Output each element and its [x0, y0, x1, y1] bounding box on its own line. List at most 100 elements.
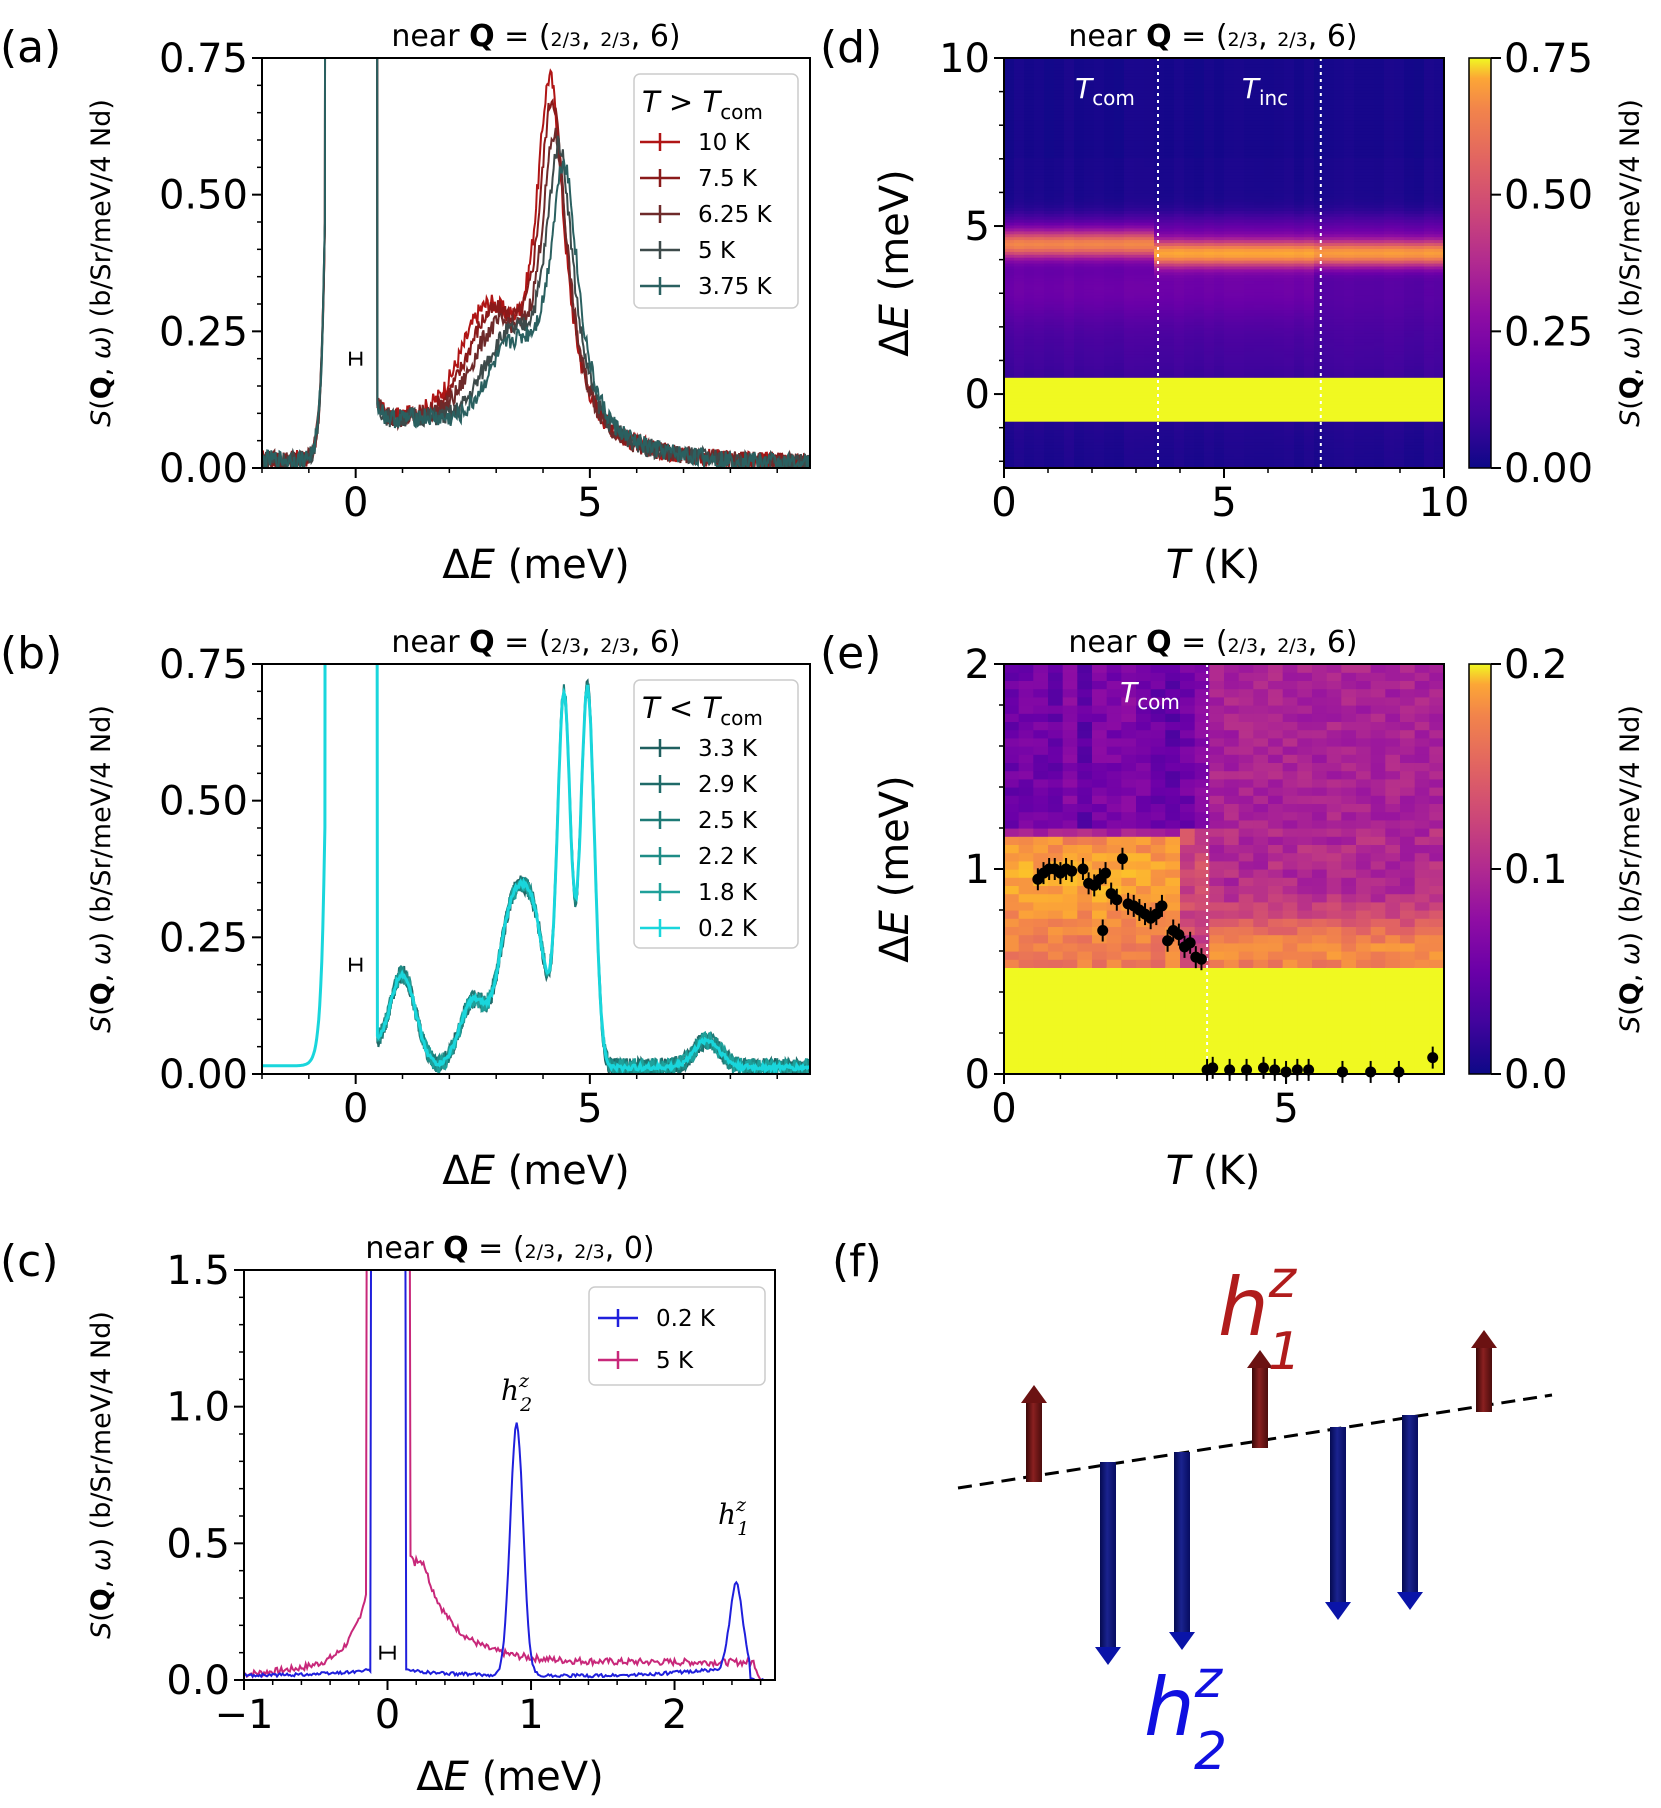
- heatmap-cell: [1004, 309, 1015, 314]
- heatmap-cell: [1294, 441, 1305, 446]
- heatmap-cell: [1114, 441, 1125, 446]
- heatmap-cell: [1234, 260, 1245, 264]
- heatmap-cell: [1054, 131, 1065, 135]
- heatmap-cell: [1254, 175, 1265, 179]
- heatmap-cell: [1294, 260, 1305, 264]
- heatmap-cell: [1194, 157, 1205, 162]
- heatmap-cell: [1044, 362, 1055, 367]
- heatmap-cell: [1104, 391, 1115, 396]
- heatmap-cell: [1114, 198, 1125, 203]
- heatmap-cell: [1174, 183, 1185, 188]
- heatmap-cell: [1234, 391, 1245, 396]
- heatmap-cell: [1294, 383, 1305, 387]
- heatmap-cell: [1014, 315, 1025, 320]
- heatmap-cell: [1334, 459, 1345, 463]
- heatmap-cell: [1154, 397, 1165, 402]
- heatmap-cell: [1164, 339, 1175, 343]
- heatmap-cell: [1024, 169, 1035, 173]
- heatmap-cell: [1194, 415, 1205, 419]
- heatmap-cell: [1114, 58, 1125, 62]
- heatmap-cell: [1034, 245, 1045, 249]
- heatmap-cell: [1174, 222, 1185, 226]
- heatmap-cell: [1094, 336, 1105, 340]
- heatmap-cell: [1054, 224, 1065, 229]
- heatmap-cell: [1254, 178, 1265, 182]
- heatmap-cell: [1234, 236, 1245, 241]
- heatmap-cell: [1244, 69, 1255, 74]
- heatmap-cell: [1014, 69, 1025, 74]
- heatmap-cell: [1284, 99, 1295, 103]
- heatmap-cell: [1104, 339, 1115, 343]
- heatmap-cell: [1074, 248, 1085, 252]
- heatmap-cell: [1274, 456, 1285, 460]
- heatmap-cell: [1164, 107, 1175, 112]
- heatmap-cell: [1244, 242, 1255, 246]
- heatmap-cell: [1214, 347, 1225, 352]
- heatmap-cell: [1014, 441, 1025, 446]
- heatmap-cell: [1334, 391, 1345, 396]
- heatmap-cell: [1224, 248, 1235, 252]
- heatmap-cell: [1164, 60, 1175, 65]
- heatmap-cell: [1164, 163, 1175, 167]
- heatmap-cell: [1324, 371, 1335, 375]
- heatmap-cell: [1204, 128, 1215, 132]
- heatmap-cell: [1194, 248, 1205, 252]
- heatmap-cell: [1184, 163, 1195, 167]
- heatmap-cell: [1334, 306, 1345, 311]
- heatmap-cell: [1304, 265, 1315, 270]
- heatmap-cell: [1204, 260, 1215, 264]
- heatmap-cell: [1054, 342, 1065, 346]
- heatmap-cell: [1224, 122, 1235, 126]
- heatmap-cell: [1074, 236, 1085, 241]
- heatmap-cell: [1344, 432, 1355, 437]
- heatmap-cell: [1014, 421, 1025, 425]
- heatmap-cell: [1174, 169, 1185, 173]
- heatmap-cell: [1054, 104, 1065, 109]
- heatmap-cell: [1244, 286, 1255, 290]
- heatmap-cell: [1144, 432, 1155, 437]
- heatmap-cell: [1064, 69, 1075, 74]
- heatmap-cell: [1314, 224, 1325, 229]
- heatmap-cell: [1174, 350, 1185, 355]
- heatmap-cell: [1054, 304, 1065, 308]
- heatmap-cell: [1234, 418, 1245, 422]
- heatmap-cell: [1014, 183, 1025, 188]
- heatmap-cell: [1124, 350, 1135, 355]
- heatmap-cell: [1244, 63, 1255, 68]
- heatmap-cell: [1124, 388, 1135, 393]
- heatmap-cell: [1174, 175, 1185, 179]
- heatmap-cell: [1244, 175, 1255, 179]
- heatmap-cell: [1074, 75, 1085, 80]
- heatmap-cell: [1134, 327, 1145, 331]
- heatmap-cell: [1104, 295, 1115, 299]
- heatmap-cell: [1034, 110, 1045, 115]
- heatmap-cell: [1164, 178, 1175, 182]
- heatmap-cell: [1264, 415, 1275, 419]
- heatmap-cell: [1294, 465, 1305, 469]
- heatmap-cell: [1094, 406, 1105, 410]
- heatmap-cell: [1124, 403, 1135, 408]
- heatmap-cell: [1054, 99, 1065, 103]
- heatmap-cell: [1284, 201, 1295, 205]
- heatmap-cell: [1144, 421, 1155, 425]
- heatmap-cell: [1144, 260, 1155, 264]
- heatmap-cell: [1284, 96, 1295, 100]
- heatmap-cell: [1204, 198, 1215, 203]
- heatmap-cell: [1134, 248, 1145, 252]
- heatmap-cell: [1324, 101, 1335, 106]
- heatmap-cell: [1234, 429, 1245, 434]
- heatmap-cell: [1314, 128, 1325, 132]
- heatmap-cell: [1304, 245, 1315, 249]
- heatmap-cell: [1054, 268, 1065, 273]
- heatmap-cell: [1084, 312, 1095, 317]
- heatmap-cell: [1094, 230, 1105, 235]
- heatmap-cell: [1054, 260, 1065, 264]
- heatmap-cell: [1084, 277, 1095, 282]
- heatmap-cell: [1114, 350, 1125, 355]
- heatmap-cell: [1314, 412, 1325, 416]
- heatmap-cell: [1264, 456, 1275, 460]
- heatmap-cell: [1044, 336, 1055, 340]
- heatmap-cell: [1274, 122, 1285, 126]
- heatmap-cell: [1334, 274, 1345, 279]
- heatmap-cell: [1224, 336, 1235, 340]
